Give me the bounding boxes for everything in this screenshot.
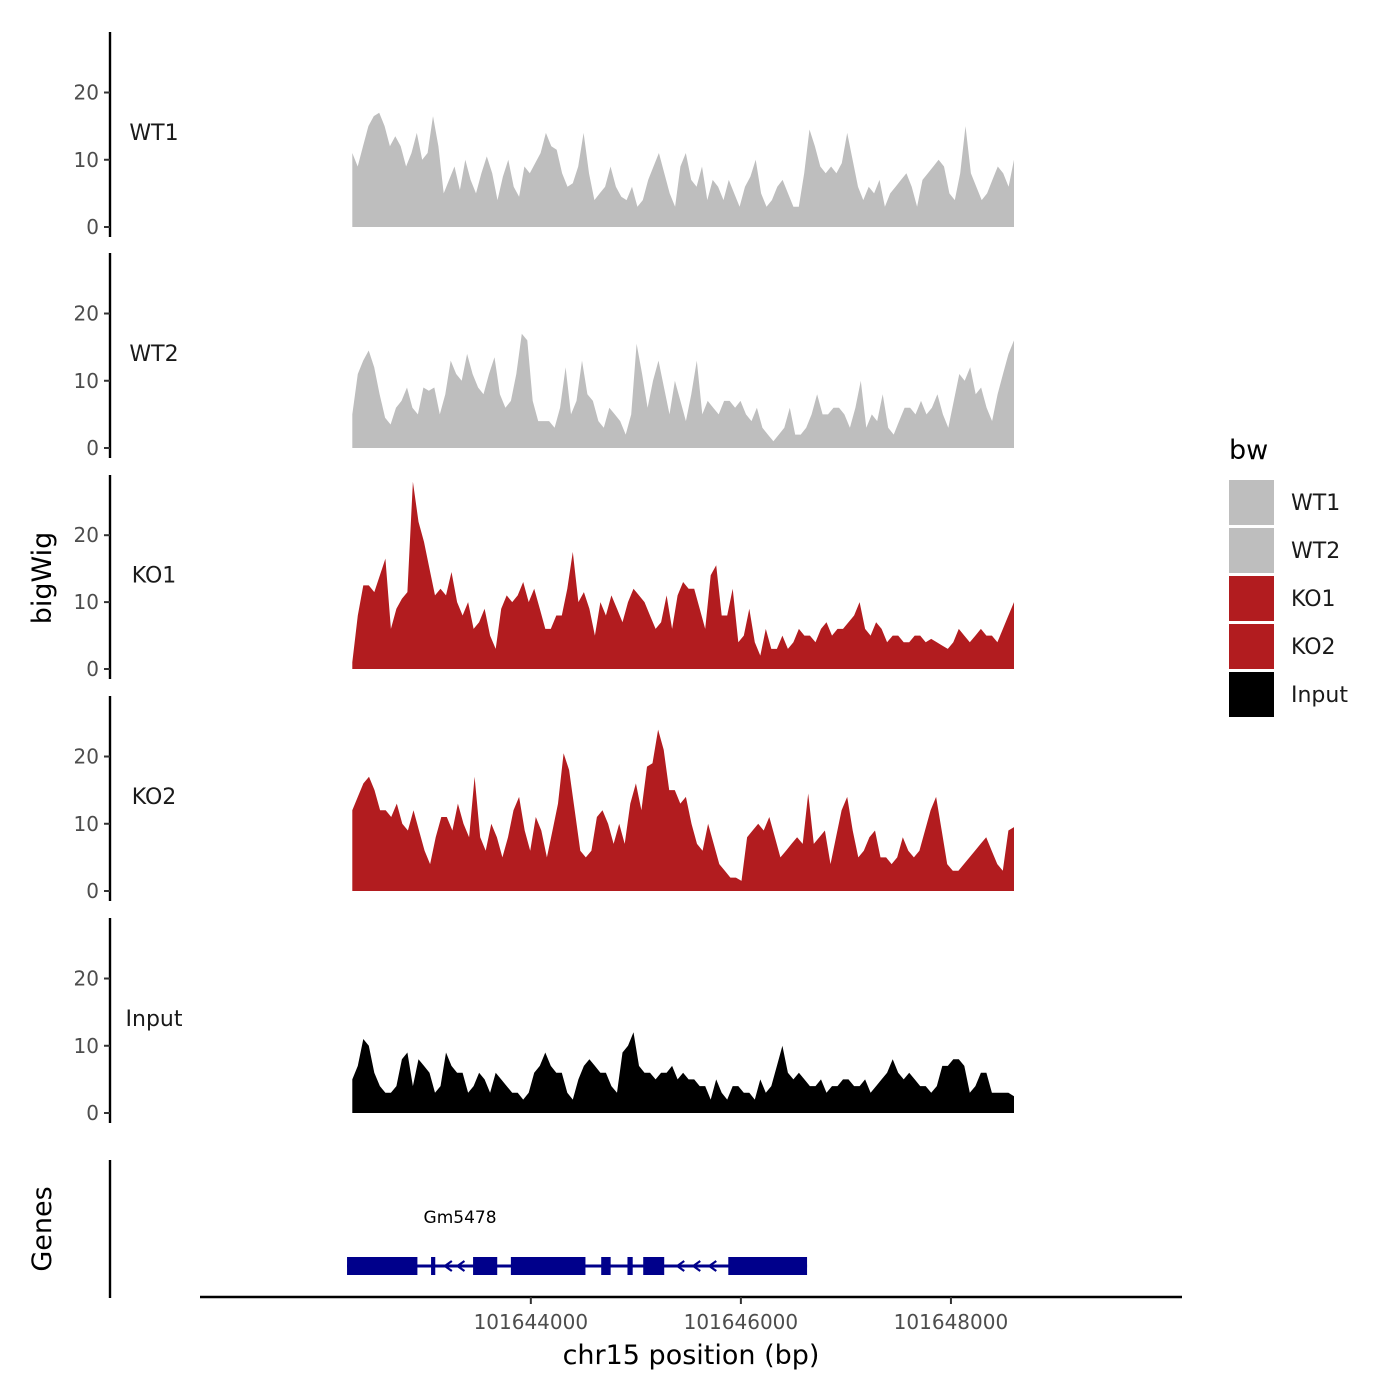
legend-label-wt1: WT1	[1291, 491, 1340, 516]
gene-exon	[510, 1257, 586, 1275]
signal-area-wt1	[352, 112, 1014, 227]
x-tick-label: 101646000	[684, 1310, 799, 1334]
gene-exon	[728, 1257, 808, 1275]
legend-swatch-wt2	[1229, 528, 1274, 573]
x-tick-label: 101644000	[474, 1310, 589, 1334]
y-tick-label: 0	[86, 215, 99, 239]
x-tick-label: 101648000	[894, 1310, 1009, 1334]
y-tick-label: 0	[86, 436, 99, 460]
y-tick-label: 20	[74, 745, 99, 769]
legend-label-wt2: WT2	[1291, 539, 1340, 564]
gene-exon	[431, 1257, 436, 1275]
gene-exon	[347, 1257, 418, 1275]
track-label-wt1: WT1	[129, 121, 178, 146]
y-tick-label: 10	[74, 148, 99, 172]
legend-swatch-ko2	[1229, 624, 1274, 669]
track-label-input: Input	[126, 1007, 183, 1032]
signal-area-ko2	[352, 729, 1014, 891]
gene-exon	[643, 1257, 665, 1275]
y-tick-label: 20	[74, 523, 99, 547]
legend-title: bw	[1229, 435, 1268, 466]
legend-swatch-ko1	[1229, 576, 1274, 621]
legend-label-ko1: KO1	[1291, 587, 1336, 612]
strand-chevron	[675, 1260, 685, 1272]
gene-exon	[601, 1257, 611, 1275]
y-axis-title: bigWig	[27, 532, 58, 625]
y-tick-label: 10	[74, 1034, 99, 1058]
y-tick-label: 10	[74, 812, 99, 836]
legend-swatch-wt1	[1229, 480, 1274, 525]
legend-swatch-input	[1229, 672, 1274, 717]
y-tick-label: 0	[86, 1101, 99, 1125]
y-tick-label: 20	[74, 81, 99, 105]
track-label-wt2: WT2	[129, 342, 178, 367]
strand-chevron	[442, 1260, 453, 1272]
y-tick-label: 10	[74, 369, 99, 393]
x-axis-title: chr15 position (bp)	[563, 1340, 820, 1371]
gene-exon	[473, 1257, 498, 1275]
track-label-ko2: KO2	[132, 785, 177, 810]
y-tick-label: 0	[86, 657, 99, 681]
strand-chevron	[455, 1260, 466, 1272]
strand-chevron	[707, 1260, 717, 1272]
signal-area-wt2	[352, 333, 1014, 448]
strand-chevron	[691, 1260, 701, 1272]
legend-label-input: Input	[1291, 683, 1348, 708]
y-tick-label: 20	[74, 302, 99, 326]
signal-area-input	[352, 1032, 1014, 1113]
genes-axis-title: Genes	[27, 1186, 58, 1271]
gene-exon	[627, 1257, 633, 1275]
y-tick-label: 10	[74, 590, 99, 614]
gene-name-label: Gm5478	[424, 1208, 497, 1228]
track-label-ko1: KO1	[132, 563, 177, 588]
y-tick-label: 0	[86, 879, 99, 903]
legend-label-ko2: KO2	[1291, 635, 1336, 660]
y-tick-label: 20	[74, 967, 99, 991]
signal-area-ko1	[352, 481, 1014, 669]
